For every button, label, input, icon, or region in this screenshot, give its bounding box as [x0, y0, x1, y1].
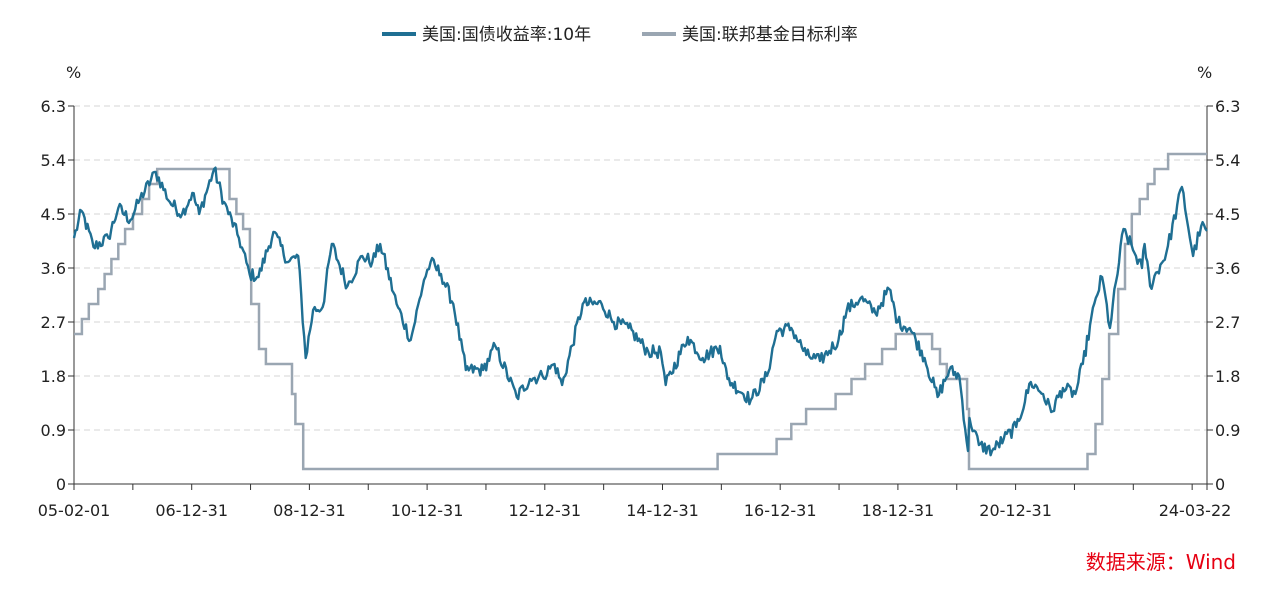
y-right-tick-label: 3.6 [1215, 259, 1240, 278]
x-tick-label: 10-12-31 [391, 501, 464, 520]
series-lines [72, 152, 1208, 471]
y-right-tick-label: 0 [1215, 475, 1225, 494]
y-right-tick-label: 4.5 [1215, 205, 1240, 224]
legend-label-yield: 美国:国债收益率:10年 [422, 25, 591, 45]
legend: 美国:国债收益率:10年 美国:联邦基金目标利率 [382, 25, 858, 45]
x-tick-label: 14-12-31 [626, 501, 699, 520]
y-right-tick-label: 0.9 [1215, 421, 1240, 440]
source-note: 数据来源：Wind [1086, 550, 1236, 574]
y-right-tick-label: 1.8 [1215, 367, 1240, 386]
x-tick-label: 16-12-31 [744, 501, 817, 520]
y-left-tick-label: 3.6 [41, 259, 66, 278]
x-tick-label: 12-12-31 [508, 501, 581, 520]
y-right-tick-label: 2.7 [1215, 313, 1240, 332]
left-axis-unit: % [66, 63, 81, 82]
y-left-tick-label: 5.4 [41, 151, 66, 170]
y-left-tick-label: 0.9 [41, 421, 66, 440]
y-axis-right: 0 0.9 1.8 2.7 3.6 4.5 5.4 6.3 [1207, 97, 1240, 494]
y-left-tick-label: 2.7 [41, 313, 66, 332]
y-left-tick-label: 1.8 [41, 367, 66, 386]
x-tick-label: 08-12-31 [273, 501, 346, 520]
x-tick-label: 06-12-31 [155, 501, 228, 520]
axes [73, 106, 1208, 485]
fed-funds-rate-line [74, 152, 1207, 471]
y-left-tick-label: 6.3 [41, 97, 66, 116]
x-tick-label: 05-02-01 [38, 501, 111, 520]
x-tick-label: 20-12-31 [979, 501, 1052, 520]
gridlines [74, 105, 1207, 431]
right-axis-unit: % [1197, 63, 1212, 82]
x-tick-label: 18-12-31 [862, 501, 935, 520]
y-right-tick-label: 5.4 [1215, 151, 1240, 170]
y-left-tick-label: 0 [56, 475, 66, 494]
legend-label-fedrate: 美国:联邦基金目标利率 [682, 25, 858, 45]
y-left-tick-label: 4.5 [41, 205, 66, 224]
y-axis-left: 0 0.9 1.8 2.7 3.6 4.5 5.4 6.3 [41, 97, 74, 494]
x-axis: 05-02-01 06-12-31 08-12-31 10-12-31 12-12-31… [38, 484, 1232, 520]
treasury-10y-yield-line [72, 166, 1208, 457]
y-right-tick-label: 6.3 [1215, 97, 1240, 116]
x-tick-label: 24-03-22 [1159, 501, 1232, 520]
